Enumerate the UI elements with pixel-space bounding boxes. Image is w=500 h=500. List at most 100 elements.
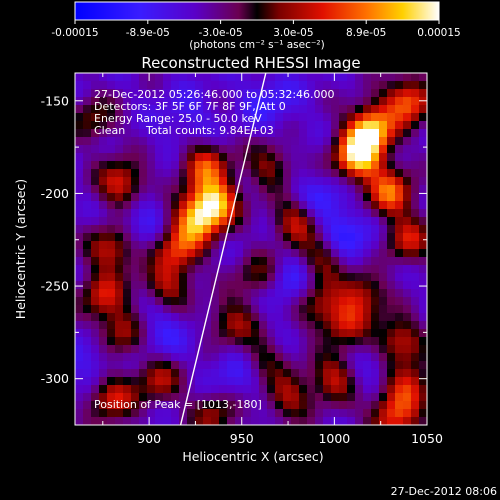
heatmap-cell	[283, 129, 292, 138]
heatmap-cell	[315, 105, 324, 114]
heatmap-cell	[267, 321, 276, 330]
heatmap-cell	[307, 401, 316, 410]
heatmap-cell	[91, 89, 100, 98]
heatmap-cell	[331, 89, 340, 98]
heatmap-cell	[387, 385, 396, 394]
heatmap-cell	[291, 321, 300, 330]
heatmap-cell	[419, 305, 427, 314]
heatmap-cell	[91, 257, 100, 266]
footer-timestamp: 27-Dec-2012 08:06	[391, 485, 497, 498]
heatmap-cell	[235, 297, 244, 306]
heatmap-cell	[363, 257, 372, 266]
heatmap-cell	[275, 337, 284, 346]
heatmap-cell	[115, 401, 124, 410]
heatmap-cell	[403, 417, 412, 425]
heatmap-cell	[411, 209, 420, 218]
heatmap-cell	[147, 97, 156, 106]
heatmap-cell	[259, 337, 268, 346]
heatmap-cell	[227, 121, 236, 130]
colorbar: -0.00015 -8.9e-05 -3.0e-05 3.0e-05 8.9e-05 0.…	[51, 1, 461, 51]
heatmap-cell	[187, 201, 196, 210]
heatmap-cell	[91, 345, 100, 354]
heatmap-cell	[379, 121, 388, 130]
heatmap-cell	[179, 249, 188, 258]
heatmap-cell	[363, 217, 372, 226]
heatmap-cell	[203, 281, 212, 290]
heatmap-cell	[395, 105, 404, 114]
heatmap-cell	[107, 209, 116, 218]
heatmap-cell	[355, 321, 364, 330]
heatmap-cell	[371, 121, 380, 130]
heatmap-cell	[219, 385, 228, 394]
heatmap-cell	[379, 265, 388, 274]
heatmap-cell	[419, 121, 427, 130]
heatmap-cell	[291, 233, 300, 242]
heatmap-cell	[219, 369, 228, 378]
heatmap-cell	[99, 177, 108, 186]
heatmap-cell	[307, 81, 316, 90]
heatmap-cell	[283, 305, 292, 314]
heatmap-cell	[299, 393, 308, 402]
heatmap-cell	[363, 225, 372, 234]
heatmap-cell	[347, 193, 356, 202]
heatmap-cell	[259, 257, 268, 266]
heatmap-cell	[75, 209, 84, 218]
heatmap-cell	[363, 345, 372, 354]
heatmap-cell	[315, 305, 324, 314]
heatmap-cell	[275, 193, 284, 202]
heatmap-cell	[195, 137, 204, 146]
heatmap-cell	[75, 177, 84, 186]
heatmap-cell	[115, 233, 124, 242]
heatmap-cell	[347, 393, 356, 402]
heatmap-cell	[155, 105, 164, 114]
heatmap-cell	[275, 393, 284, 402]
heatmap-cell	[403, 409, 412, 418]
heatmap-cell	[315, 297, 324, 306]
heatmap-cell	[187, 89, 196, 98]
heatmap-cell	[259, 305, 268, 314]
heatmap-cell	[331, 393, 340, 402]
heatmap-cell	[259, 113, 268, 122]
heatmap-cell	[355, 377, 364, 386]
heatmap-cell	[387, 289, 396, 298]
heatmap-cell	[171, 313, 180, 322]
heatmap-cell	[139, 233, 148, 242]
heatmap-cell	[147, 121, 156, 130]
heatmap-cell	[187, 305, 196, 314]
heatmap-cell	[395, 369, 404, 378]
heatmap-cell	[259, 129, 268, 138]
heatmap-cell	[243, 233, 252, 242]
heatmap-cell	[203, 265, 212, 274]
heatmap-cell	[99, 169, 108, 178]
heatmap-cell	[211, 129, 220, 138]
colorbar-tick-labels: -0.00015 -8.9e-05 -3.0e-05 3.0e-05 8.9e-05 0.…	[51, 27, 460, 39]
heatmap-cell	[147, 209, 156, 218]
heatmap-cell	[355, 281, 364, 290]
heatmap-cell	[219, 417, 228, 425]
heatmap-cell	[259, 217, 268, 226]
heatmap-cell	[291, 193, 300, 202]
heatmap-cell	[179, 113, 188, 122]
heatmap-cell	[139, 289, 148, 298]
heatmap-cell	[259, 185, 268, 194]
heatmap-cell	[411, 81, 420, 90]
heatmap-cell	[179, 345, 188, 354]
heatmap-cell	[411, 369, 420, 378]
heatmap-cell	[363, 305, 372, 314]
heatmap-cell	[139, 249, 148, 258]
heatmap-cell	[99, 353, 108, 362]
heatmap-cell	[419, 225, 427, 234]
heatmap-cell	[227, 409, 236, 418]
heatmap-cell	[179, 377, 188, 386]
heatmap-cell	[251, 185, 260, 194]
heatmap-cell	[227, 321, 236, 330]
heatmap-cell	[275, 265, 284, 274]
heatmap-cell	[291, 409, 300, 418]
heatmap-cell	[203, 249, 212, 258]
heatmap-cell	[75, 89, 84, 98]
heatmap-cell	[203, 177, 212, 186]
heatmap-cell	[219, 185, 228, 194]
heatmap-cell	[419, 353, 427, 362]
heatmap-cell	[147, 137, 156, 146]
heatmap-cell	[235, 73, 244, 82]
